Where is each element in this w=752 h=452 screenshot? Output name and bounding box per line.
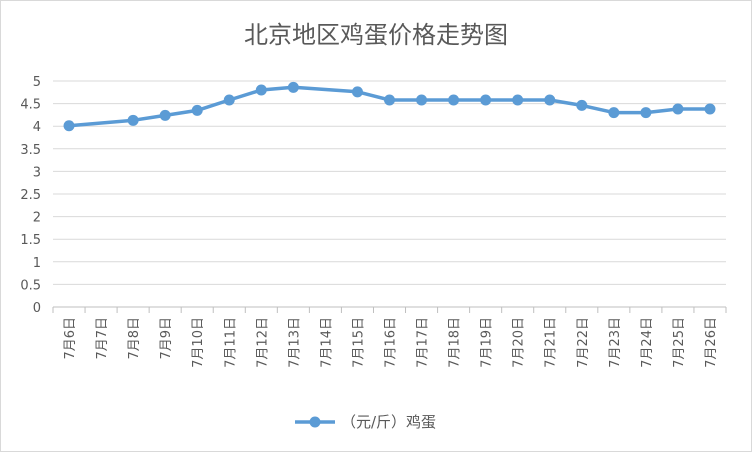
x-tick-label: 7月20日	[512, 317, 527, 368]
x-tick-label: 7月26日	[704, 317, 719, 368]
x-tick-label: 7月21日	[544, 317, 559, 368]
y-tick-label: 3	[33, 165, 41, 180]
legend: （元/斤）鸡蛋	[295, 413, 436, 431]
chart-title: 北京地区鸡蛋价格走势图	[244, 21, 508, 49]
data-point	[127, 114, 139, 126]
x-tick-label: 7月7日	[95, 317, 110, 360]
x-tick-label: 7月22日	[576, 317, 591, 368]
data-point	[63, 120, 75, 132]
x-tick-labels: 7月6日 7月7日 7月8日 7月9日 7月10日 7月11日 7月12日 7月13日 7月14…	[63, 317, 719, 368]
legend-marker	[309, 416, 321, 428]
x-tick-label: 7月15日	[351, 317, 366, 368]
y-tick-label: 2.5	[20, 188, 41, 203]
x-tick-label: 7月17日	[416, 317, 431, 368]
data-point	[416, 94, 428, 106]
grid-lines	[53, 80, 726, 285]
data-point	[287, 81, 299, 93]
data-point	[704, 103, 716, 115]
x-tick-label: 7月25日	[672, 317, 687, 368]
x-tick-label: 7月12日	[255, 317, 270, 368]
x-tick-label: 7月8日	[127, 317, 142, 360]
data-point	[384, 94, 395, 106]
x-tick-label: 7月19日	[480, 317, 495, 368]
y-tick-label: 3.5	[20, 143, 41, 158]
data-point	[512, 94, 524, 106]
data-point	[448, 94, 460, 106]
y-tick-label: 1.5	[20, 233, 41, 248]
data-point	[159, 109, 171, 121]
y-tick-label: 0	[33, 301, 41, 316]
data-point	[223, 94, 235, 106]
x-tick-label: 7月10日	[191, 317, 206, 368]
x-tick-label: 7月16日	[384, 317, 399, 368]
data-point	[640, 107, 652, 119]
x-tick-label: 7月13日	[287, 317, 302, 368]
x-tick-label: 7月14日	[319, 317, 334, 368]
legend-label: （元/斤）鸡蛋	[341, 413, 436, 431]
x-tick-label: 7月9日	[159, 317, 174, 360]
x-tick-label: 7月18日	[448, 317, 463, 368]
data-point	[576, 99, 588, 111]
data-point	[480, 94, 492, 106]
series-layer	[63, 81, 716, 132]
data-point	[351, 86, 363, 98]
y-tick-label: 1	[33, 256, 41, 271]
axes	[52, 306, 727, 313]
data-point	[608, 107, 620, 119]
x-tick-label: 7月6日	[63, 317, 78, 360]
y-tick-label: 2	[33, 211, 41, 226]
data-point	[544, 94, 556, 106]
x-tick-label: 7月24日	[640, 317, 655, 368]
data-point	[672, 103, 684, 115]
y-tick-label: 5	[33, 75, 41, 90]
data-point	[255, 84, 267, 96]
x-tick-label: 7月11日	[223, 317, 238, 368]
y-tick-label: 4.5	[20, 98, 41, 113]
data-point	[191, 104, 203, 116]
x-tick-label: 7月23日	[608, 317, 623, 368]
y-tick-labels: 0 0.5 1 1.5 2 2.5 3 3.5 4 4.5 5	[20, 75, 41, 316]
y-tick-label: 4	[33, 120, 41, 135]
y-tick-label: 0.5	[20, 278, 41, 293]
